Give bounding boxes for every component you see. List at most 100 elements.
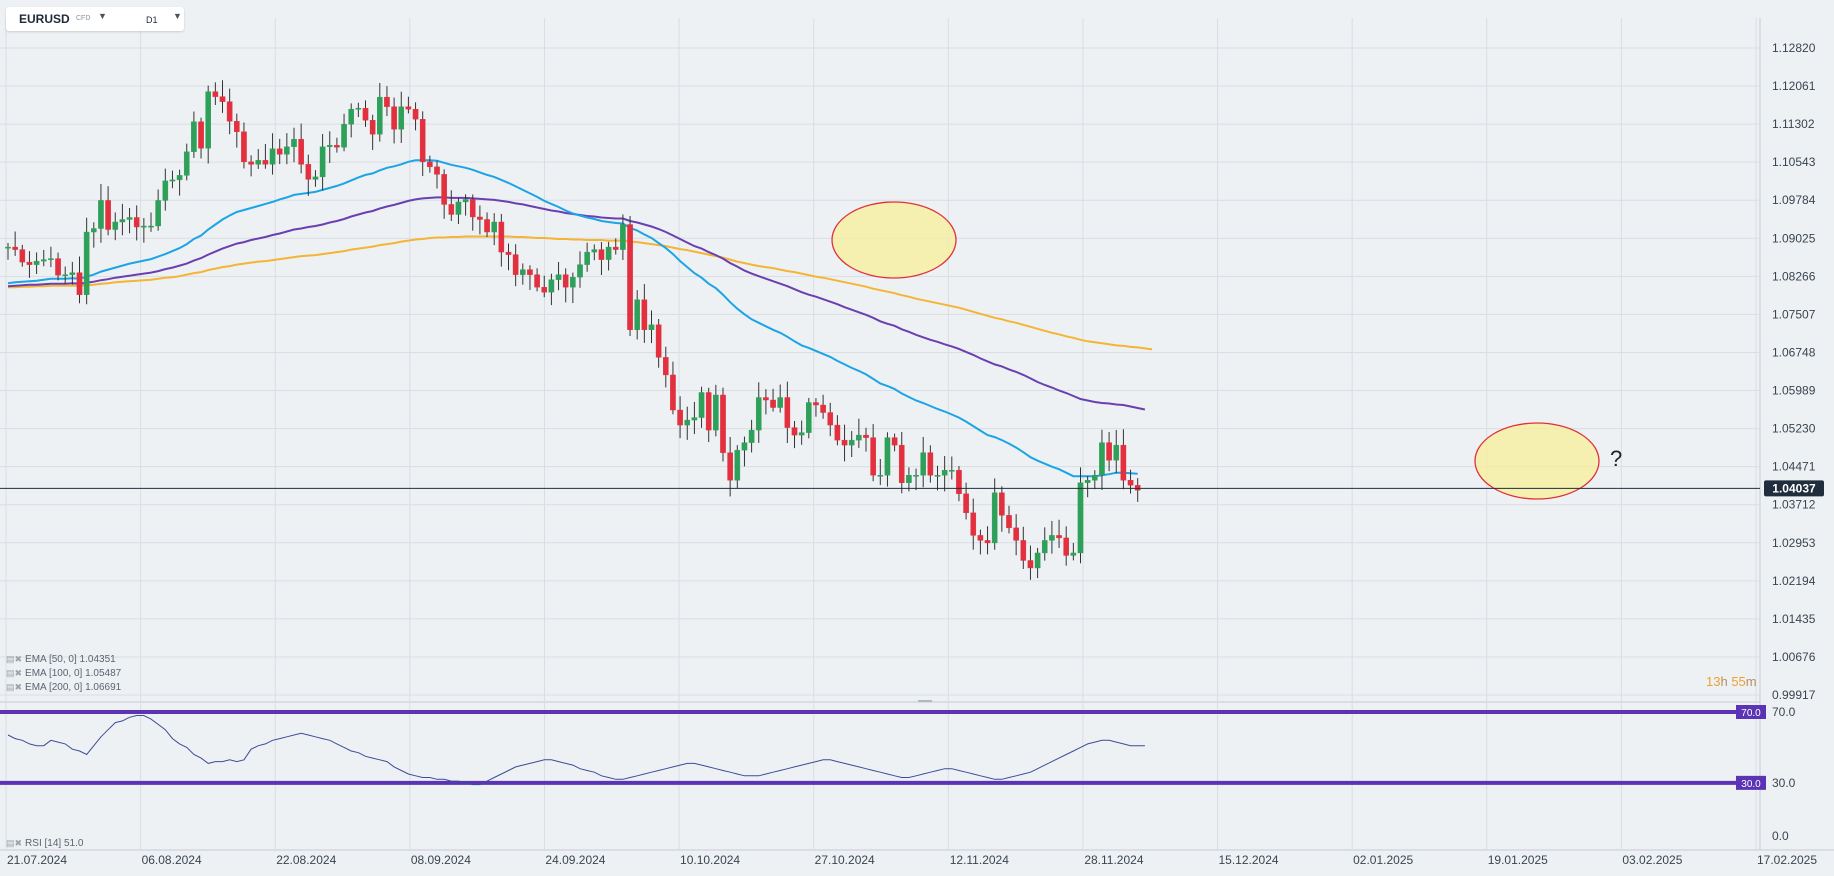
symbol-dropdown-icon[interactable]: ▼: [98, 11, 107, 21]
candle-body: [620, 224, 626, 250]
candle: [362, 100, 369, 127]
candle: [469, 194, 476, 231]
price-tick-label: 1.09784: [1772, 193, 1816, 207]
candle-body: [162, 180, 169, 201]
ema50-legend[interactable]: ▤✖ EMA [50, 0] 1.04351: [6, 654, 116, 665]
timeframe-value[interactable]: D1: [146, 15, 158, 25]
candle-body: [863, 434, 869, 438]
candle: [734, 445, 741, 489]
candle: [269, 133, 276, 175]
candle: [48, 246, 54, 268]
candle: [913, 468, 919, 491]
instrument-type: CFD: [76, 15, 91, 22]
candle: [33, 252, 40, 275]
candle-body: [763, 397, 769, 401]
ema200-legend[interactable]: ▤✖ EMA [200, 0] 1.06691: [6, 682, 121, 693]
candle: [1091, 470, 1098, 490]
ema200-params: [200, 0]: [48, 682, 83, 693]
date-tick-label: 02.01.2025: [1353, 853, 1413, 867]
candle-body: [605, 246, 612, 260]
candle-body: [33, 260, 40, 265]
pane-resize-handle: [918, 700, 932, 702]
candle-body: [991, 492, 998, 544]
candle-body: [90, 228, 97, 233]
candle: [520, 263, 526, 285]
candle-body: [627, 224, 633, 331]
candle-body: [841, 439, 848, 446]
price-tick-label: 1.01435: [1772, 612, 1816, 626]
candle-body: [705, 392, 712, 431]
symbol-selector[interactable]: EURUSD CFD ▼ D1 ▼: [6, 7, 184, 31]
candle-body: [233, 121, 240, 132]
timeframe-dropdown-icon[interactable]: ▼: [173, 11, 182, 21]
price-tick-label: 1.02953: [1772, 536, 1816, 550]
candle: [534, 268, 540, 292]
candle: [212, 82, 219, 105]
candle-body: [427, 161, 433, 168]
candle: [677, 396, 683, 439]
candle: [856, 418, 862, 448]
rsi-level-badge-label: 70.0: [1741, 708, 1761, 719]
candle: [1106, 432, 1112, 472]
indicator-settings-icon[interactable]: ▤✖: [6, 654, 23, 664]
candle-body: [999, 492, 1005, 516]
candle: [884, 432, 891, 487]
indicator-settings-icon[interactable]: ▤✖: [6, 668, 23, 678]
candle-body: [784, 397, 791, 428]
candle-body: [226, 101, 233, 122]
candle: [162, 168, 169, 211]
candle-body: [183, 151, 190, 176]
ema100-legend[interactable]: ▤✖ EMA [100, 0] 1.05487: [6, 668, 121, 679]
candle-body: [219, 96, 226, 102]
candle: [1056, 519, 1062, 548]
current-price-badge: [1764, 480, 1824, 497]
candle: [691, 401, 698, 435]
candle-body: [62, 274, 68, 277]
candle: [620, 214, 626, 261]
candle-body: [112, 221, 119, 230]
candle-body: [419, 119, 426, 163]
ema200-value: 1.06691: [85, 682, 122, 693]
candle: [26, 251, 33, 278]
candle-body: [813, 402, 819, 406]
candle-body: [720, 394, 726, 453]
candle: [891, 433, 898, 452]
price-tick-label: 1.12820: [1772, 41, 1816, 55]
candle: [5, 243, 11, 260]
candle-body: [562, 274, 569, 288]
candle-body: [670, 374, 676, 411]
candle-body: [691, 417, 698, 421]
candle-body: [584, 251, 590, 265]
candle: [334, 137, 340, 153]
candle: [133, 205, 140, 241]
symbol-name[interactable]: EURUSD: [19, 12, 70, 26]
rsi-legend[interactable]: ▤✖ RSI [14] 51.0: [6, 838, 83, 849]
ema200-label: EMA: [25, 682, 47, 693]
candle-body: [641, 299, 648, 331]
axes: 1.12820 1.12061 1.11302 1.10543 1.09784 1.090…: [7, 41, 1817, 867]
candle: [412, 102, 419, 131]
candle: [541, 275, 548, 298]
candle-body: [913, 475, 919, 477]
candle: [813, 398, 819, 417]
indicator-settings-icon[interactable]: ▤✖: [6, 682, 23, 692]
candle-body: [577, 264, 583, 278]
rsi-label: RSI: [25, 838, 42, 849]
candle: [398, 91, 405, 143]
candle: [12, 231, 18, 256]
candle: [155, 189, 161, 231]
candle-body: [541, 286, 548, 293]
candle-body: [40, 259, 47, 262]
candle-body: [934, 475, 941, 477]
candle-body: [527, 269, 533, 275]
candle: [477, 205, 483, 235]
candle: [1084, 476, 1091, 498]
candle: [670, 361, 676, 415]
candle: [1070, 542, 1077, 561]
candle-body: [520, 269, 526, 275]
indicator-settings-icon[interactable]: ▤✖: [6, 838, 23, 848]
candle-body: [770, 399, 776, 408]
candle-body: [1127, 480, 1134, 486]
candle: [90, 222, 97, 248]
